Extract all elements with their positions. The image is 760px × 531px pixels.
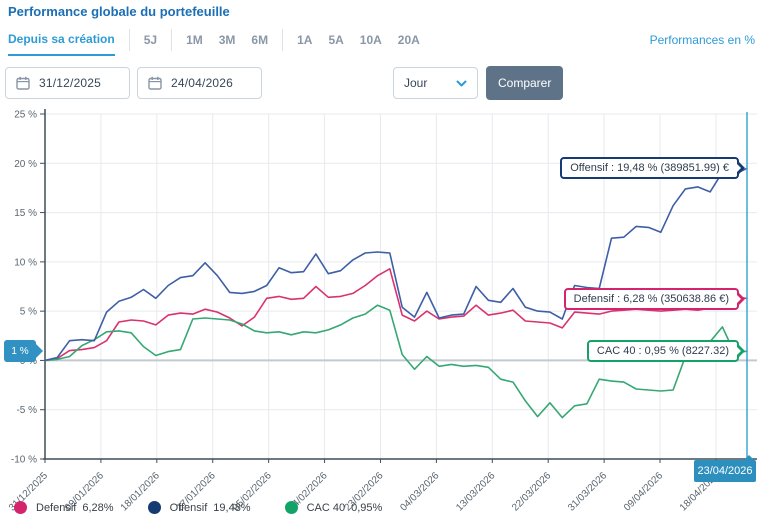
interval-value: Jour <box>404 76 428 90</box>
callout-cac-40: CAC 40 : 0,95 % (8227.32) <box>586 340 739 363</box>
legend-item-defensif[interactable]: Defensif 6,28% <box>14 501 114 514</box>
legend-dot-offensif <box>147 501 161 514</box>
end-date-input[interactable]: 24/04/2026 <box>137 67 262 99</box>
legend-name: Defensif <box>36 501 77 514</box>
page-title: Performance globale du portefeuille <box>8 4 230 19</box>
legend-value: 0,95% <box>351 501 383 514</box>
x-tick-label: 04/03/2026 <box>398 470 441 513</box>
x-tick-label: 31/03/2026 <box>566 470 609 513</box>
x-tick-label: 09/04/2026 <box>622 470 665 513</box>
tab-1a[interactable]: 1A <box>297 33 313 47</box>
series-line-defensif <box>44 267 748 362</box>
tab-20a[interactable]: 20A <box>397 33 420 47</box>
tab-10a[interactable]: 10A <box>359 33 382 47</box>
y-tick-label: -10 % <box>11 455 37 466</box>
series-line-cac-40 <box>44 304 748 419</box>
x-tick-label: 13/03/2026 <box>454 470 497 513</box>
calendar-icon <box>148 76 162 90</box>
tab-1m[interactable]: 1M <box>186 33 203 47</box>
tab-divider <box>171 29 173 51</box>
legend-value: 6,28% <box>82 501 114 514</box>
legend-name: CAC 40 <box>306 501 346 514</box>
tab-6m[interactable]: 6M <box>251 33 269 47</box>
legend-dot-defensif <box>14 501 27 514</box>
x-tick-label: 22/03/2026 <box>510 470 553 513</box>
crosshair-value-badge: 1 % <box>4 340 36 363</box>
tab-5a[interactable]: 5A <box>328 33 344 47</box>
calendar-icon <box>16 76 30 90</box>
legend-item-offensif[interactable]: Offensif 19,48% <box>147 501 251 514</box>
y-tick-label: 10 % <box>14 257 37 268</box>
start-date-input[interactable]: 31/12/2025 <box>5 67 130 99</box>
y-tick-label: 25 % <box>14 110 37 121</box>
tab-depuis-sa-cr-ation[interactable]: Depuis sa création <box>8 28 115 56</box>
interval-select[interactable]: Jour <box>393 67 478 99</box>
series-line-offensif <box>44 167 748 362</box>
tab-5j[interactable]: 5J <box>143 33 158 47</box>
end-date-value: 24/04/2026 <box>171 76 234 90</box>
y-tick-label: 20 % <box>14 159 37 170</box>
start-date-value: 31/12/2025 <box>39 76 102 90</box>
controls-row: 31/12/2025 24/04/2026 Jour Comparer <box>5 66 564 100</box>
tab-divider <box>282 29 284 51</box>
crosshair-date-badge: 23/04/2026 <box>694 455 756 482</box>
callout-offensif: Offensif : 19,48 % (389851.99) € <box>560 157 739 180</box>
tab-3m[interactable]: 3M <box>218 33 236 47</box>
legend-value: 19,48% <box>213 501 251 514</box>
legend-dot-cac-40 <box>284 501 298 514</box>
legend-item-cac-40[interactable]: CAC 40 0,95% <box>284 501 383 514</box>
tab-divider <box>128 29 130 51</box>
y-tick-label: -5 % <box>16 405 37 416</box>
period-tabs: Depuis sa création 5J 1M 3M 6M 1A 5A 10A 20A <box>8 28 428 56</box>
compare-button[interactable]: Comparer <box>486 66 564 100</box>
y-tick-label: 5 % <box>20 307 37 318</box>
y-tick-label: 15 % <box>14 208 37 219</box>
performances-in-percent-link[interactable]: Performances en % <box>649 33 755 47</box>
chart-legend: Defensif 6,28% Offensif 19,48% CAC 40 0,95% <box>14 501 382 514</box>
crosshair-value-label: 1 % <box>11 345 29 357</box>
chevron-down-icon <box>456 80 467 86</box>
legend-name: Offensif <box>169 501 208 514</box>
callout-defensif: Defensif : 6,28 % (350638.86 €) <box>563 287 739 310</box>
crosshair-date-label: 23/04/2026 <box>697 465 753 477</box>
